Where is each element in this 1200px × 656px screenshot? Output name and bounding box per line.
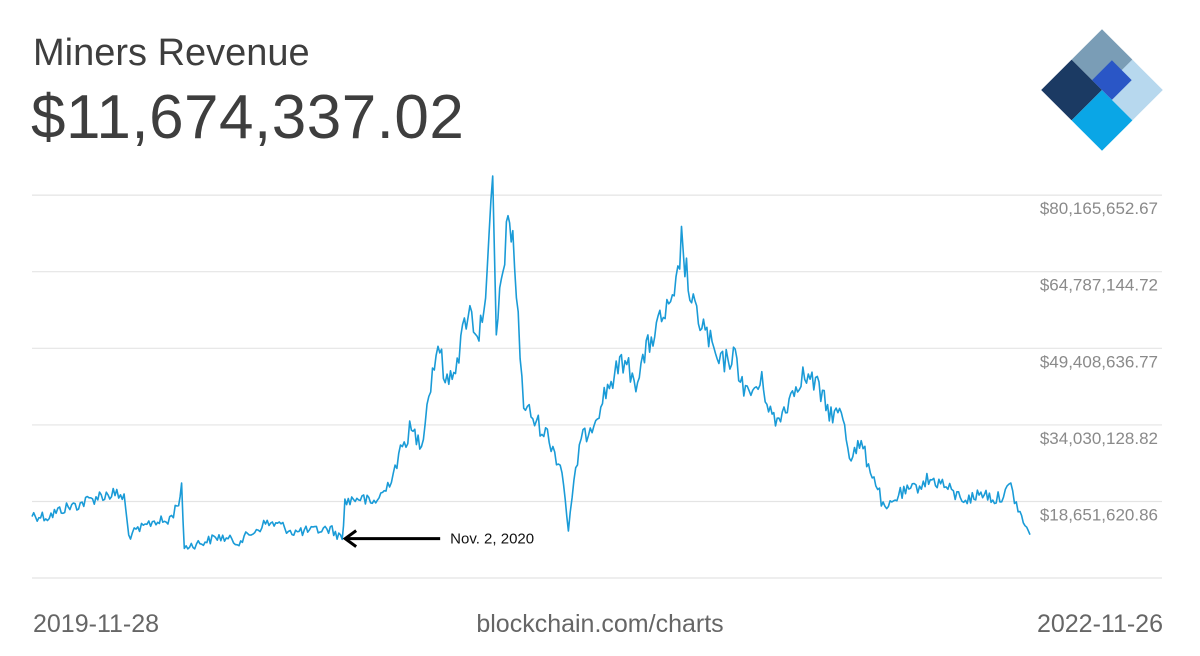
x-axis-end-label: 2022-11-26	[1036, 610, 1163, 638]
y-axis-ticks: $18,651,620.86 $34,030,128.82 $49,408,636.…	[1040, 199, 1158, 524]
y-tick-label: $18,651,620.86	[1040, 506, 1158, 525]
annotation-label: Nov. 2, 2020	[450, 531, 534, 548]
annotation: Nov. 2, 2020	[342, 529, 534, 548]
blockchain-logo-icon	[1041, 29, 1163, 151]
y-tick-label: $80,165,652.67	[1040, 199, 1158, 218]
source-link[interactable]: blockchain.com/charts	[476, 610, 724, 638]
miners-revenue-line	[31, 175, 1031, 550]
current-value: $11,674,337.02	[31, 83, 465, 152]
grid-lines	[32, 194, 1162, 579]
y-tick-label: $34,030,128.82	[1040, 429, 1158, 448]
y-tick-label: $49,408,636.77	[1040, 352, 1158, 371]
annotation-arrowhead	[342, 529, 358, 548]
x-axis-start-label: 2019-11-28	[33, 610, 160, 638]
y-tick-label: $64,787,144.72	[1040, 276, 1158, 295]
chart-title: Miners Revenue	[33, 32, 310, 74]
